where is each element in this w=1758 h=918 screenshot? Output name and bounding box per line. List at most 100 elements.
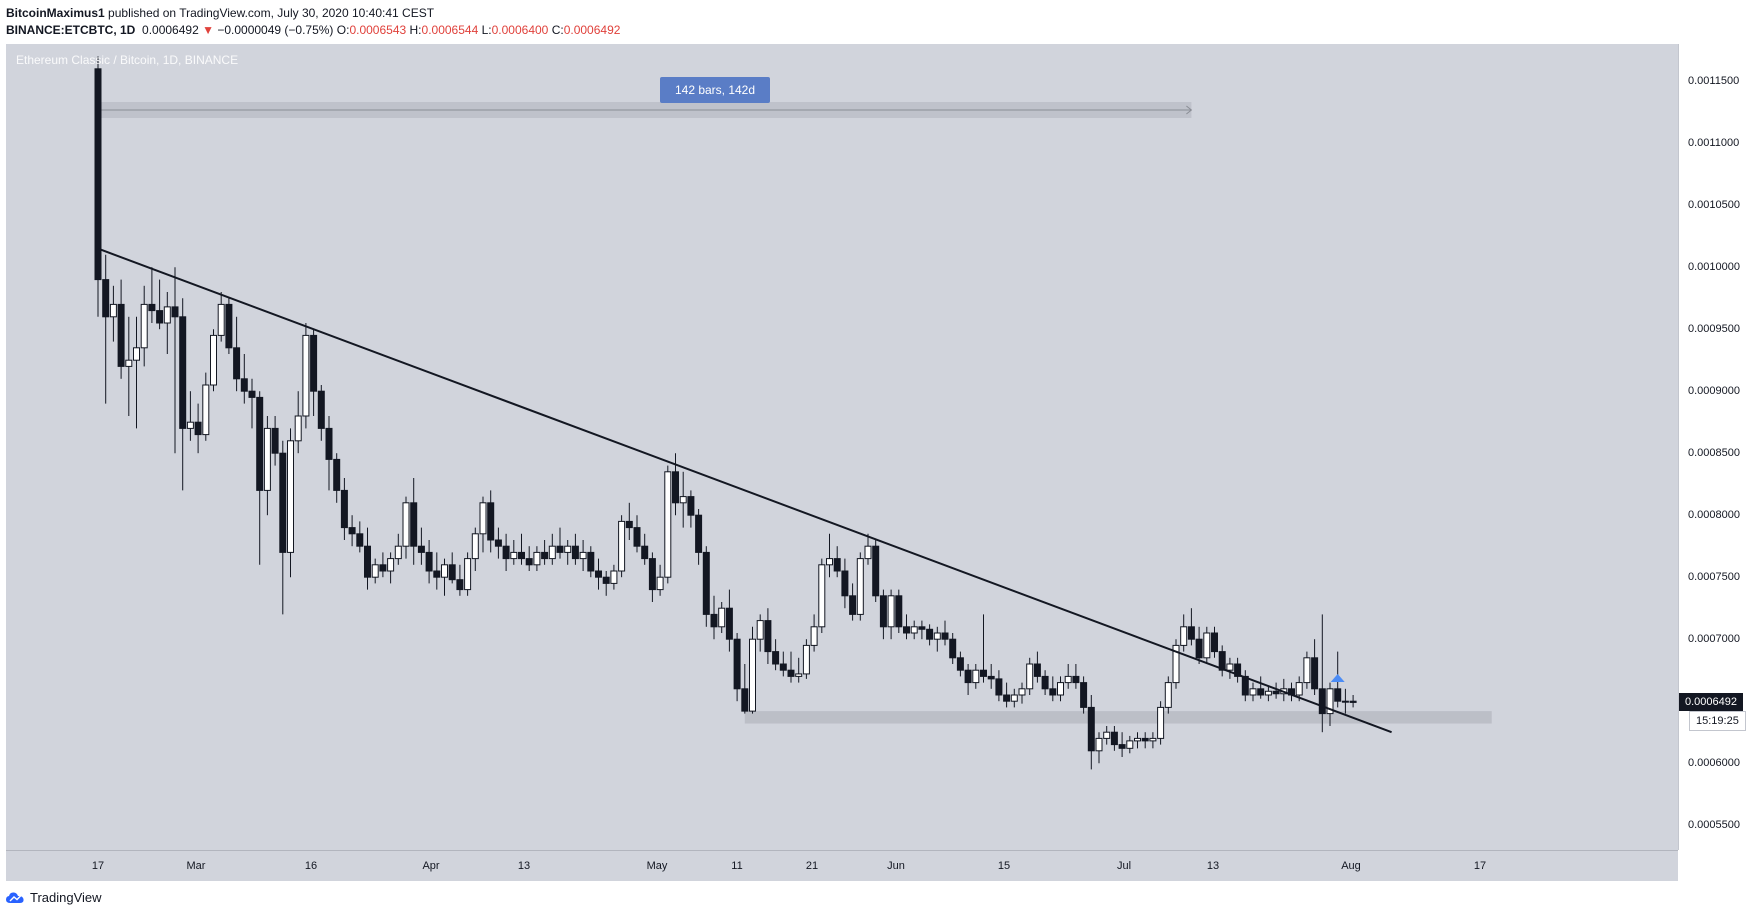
candle-up: [1180, 626, 1188, 646]
candle-down: [333, 458, 341, 491]
candle-down: [903, 626, 910, 634]
candle-down: [240, 378, 248, 392]
candle-up: [1103, 731, 1111, 739]
candle-down: [102, 279, 110, 318]
tradingview-logo[interactable]: TradingView: [6, 890, 102, 905]
candle-down: [1234, 663, 1242, 677]
candle-up: [756, 620, 764, 640]
chart-pane[interactable]: [6, 44, 1678, 850]
price-tick-label: 0.0010500: [1688, 199, 1740, 212]
candle-down: [117, 303, 125, 367]
time-tick-label: 21: [805, 860, 819, 872]
candle-up: [109, 303, 117, 318]
candle-up: [479, 502, 487, 535]
candle-down: [1195, 638, 1203, 659]
candle-down: [1049, 688, 1057, 696]
candle-up: [679, 496, 687, 504]
candle-up: [1095, 737, 1103, 752]
candle-down: [310, 334, 318, 392]
candle-up: [471, 533, 479, 560]
candle-up: [133, 347, 140, 361]
candle-down: [648, 558, 656, 591]
descending-trendline: [97, 247, 1392, 734]
time-tick-label: Apr: [422, 860, 440, 872]
close-value: 0.0006492: [563, 23, 621, 37]
candle-up: [294, 415, 302, 442]
candle-up: [263, 427, 271, 491]
candle-up: [1264, 690, 1272, 696]
bar-countdown-badge: 15:19:25: [1689, 711, 1746, 732]
candle-down: [964, 669, 972, 684]
time-tick-label: 13: [1206, 860, 1220, 872]
candle-down: [487, 502, 495, 541]
time-tick-label: 17: [1473, 860, 1487, 872]
author-name[interactable]: BitcoinMaximus1: [6, 6, 105, 20]
candlestick-chart[interactable]: [6, 44, 1678, 850]
candle-up: [140, 303, 148, 349]
candle-down: [725, 607, 733, 640]
candle-down: [779, 663, 787, 671]
candle-up: [163, 306, 171, 324]
candle-up: [464, 558, 472, 591]
candle-down: [595, 570, 602, 578]
candle-down: [941, 632, 949, 640]
candle-up: [664, 471, 672, 578]
candle-down: [949, 638, 957, 659]
time-axis[interactable]: 17 Mar 16 Apr 13 May 11 21 Jun 15 Jul 13 Aug 17: [6, 850, 1678, 881]
symbol-label[interactable]: BINANCE:ETCBTC, 1D: [6, 23, 136, 37]
candle-up: [441, 564, 448, 578]
candle-down: [602, 576, 610, 584]
candle-up: [210, 334, 217, 386]
candle-up: [125, 359, 133, 367]
candle-down: [895, 595, 903, 628]
candle-up: [1341, 700, 1349, 703]
time-tick-label: 16: [304, 860, 318, 872]
candle-up: [1249, 688, 1257, 696]
last-price-badge: 0.0006492: [1679, 693, 1743, 712]
candle-down: [256, 396, 264, 491]
candle-up: [802, 644, 810, 675]
candle-down: [279, 452, 287, 553]
candle-down: [1003, 694, 1011, 702]
candle-down: [225, 303, 233, 349]
candle-down: [833, 558, 841, 572]
candle-up: [1172, 644, 1180, 684]
candle-down: [1311, 657, 1319, 690]
open-label: O:: [336, 23, 350, 37]
candle-up: [1326, 688, 1334, 715]
candle-down: [787, 669, 795, 677]
candle-up: [718, 607, 726, 628]
time-tick-label: 15: [997, 860, 1011, 872]
brand-name: TradingView: [30, 890, 102, 905]
price-tick-label: 0.0005500: [1688, 819, 1740, 832]
candle-down: [926, 628, 934, 640]
candle-up: [1149, 737, 1157, 742]
candle-up: [656, 576, 664, 591]
candle-up: [402, 502, 410, 547]
candle-up: [371, 564, 379, 578]
candle-up: [1134, 737, 1141, 742]
candle-down: [194, 421, 202, 436]
candle-up: [810, 626, 818, 646]
breakout-up-arrow-icon: [1330, 674, 1345, 682]
price-tick-label: 0.0006000: [1688, 757, 1740, 770]
candle-up: [1303, 657, 1311, 684]
candle-up: [826, 558, 833, 566]
time-tick-label: Aug: [1341, 860, 1361, 872]
candle-up: [933, 632, 941, 640]
price-tick-label: 0.0010000: [1688, 261, 1740, 274]
time-tick-label: 11: [731, 860, 743, 872]
candle-down: [494, 539, 502, 547]
candle-up: [287, 440, 294, 553]
candle-up: [548, 545, 556, 560]
price-tick-label: 0.0011000: [1688, 137, 1740, 150]
candle-down: [710, 613, 718, 628]
candle-down: [325, 427, 333, 460]
price-tick-label: 0.0007500: [1688, 571, 1740, 584]
candle-down: [340, 489, 348, 529]
candle-down: [94, 68, 102, 281]
candle-down: [271, 427, 279, 454]
candle-down: [1257, 688, 1265, 696]
range-measure-label: 142 bars, 142d: [660, 77, 770, 103]
candle-down: [687, 496, 695, 516]
